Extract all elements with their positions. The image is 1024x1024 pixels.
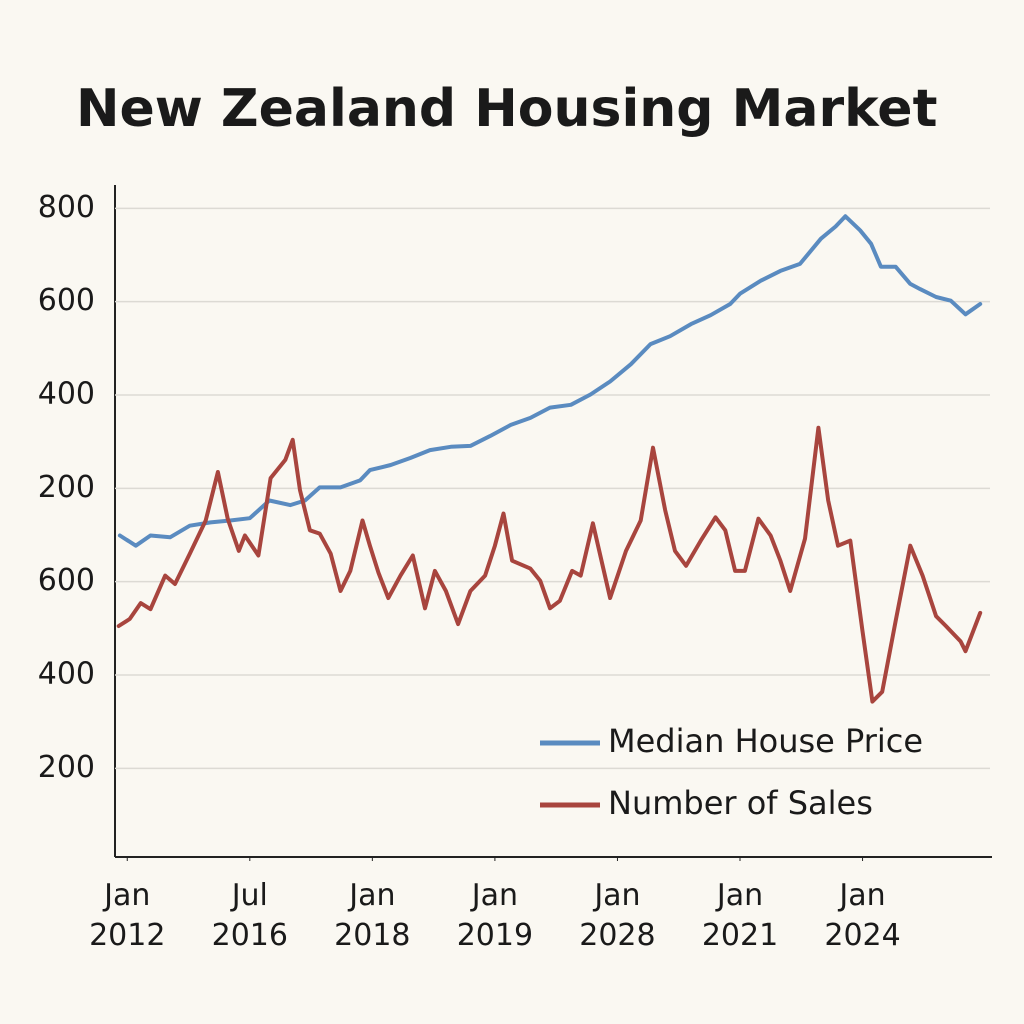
y-tick-label: 200 bbox=[38, 750, 95, 785]
y-tick-label: 200 bbox=[38, 470, 95, 505]
x-tick-label-text: Jul 2016 bbox=[211, 878, 288, 953]
y-tick-label: 400 bbox=[38, 377, 95, 412]
x-tick-label: Jan 2019 bbox=[435, 876, 555, 956]
x-tick-label-text: Jan 2028 bbox=[579, 878, 656, 953]
y-tick-label: 600 bbox=[38, 563, 95, 598]
x-tick-label-text: Jan 2012 bbox=[89, 878, 166, 953]
x-tick-label: Jul 2016 bbox=[190, 876, 310, 956]
x-tick-label: Jan 2021 bbox=[680, 876, 800, 956]
x-tick-label: Jan 2028 bbox=[557, 876, 677, 956]
legend-label: Median House Price bbox=[608, 722, 923, 760]
y-tick-label: 600 bbox=[38, 283, 95, 318]
chart-title: New Zealand Housing Market bbox=[76, 79, 937, 139]
series-line bbox=[116, 425, 983, 704]
x-tick-label: Jan 2024 bbox=[803, 876, 923, 956]
x-tick-label: Jan 2012 bbox=[67, 876, 187, 956]
x-tick-label-text: Jan 2019 bbox=[456, 878, 534, 953]
x-tick-label-text: Jan 2021 bbox=[701, 878, 779, 953]
x-tick-label-text: Jan 2018 bbox=[334, 878, 411, 953]
y-tick-label: 800 bbox=[38, 190, 95, 225]
x-tick-label-text: Jan 2024 bbox=[824, 878, 901, 953]
series-line bbox=[117, 214, 983, 548]
x-tick-label: Jan 2018 bbox=[312, 876, 432, 956]
legend-label: Number of Sales bbox=[608, 784, 873, 822]
y-tick-label: 400 bbox=[38, 657, 95, 692]
